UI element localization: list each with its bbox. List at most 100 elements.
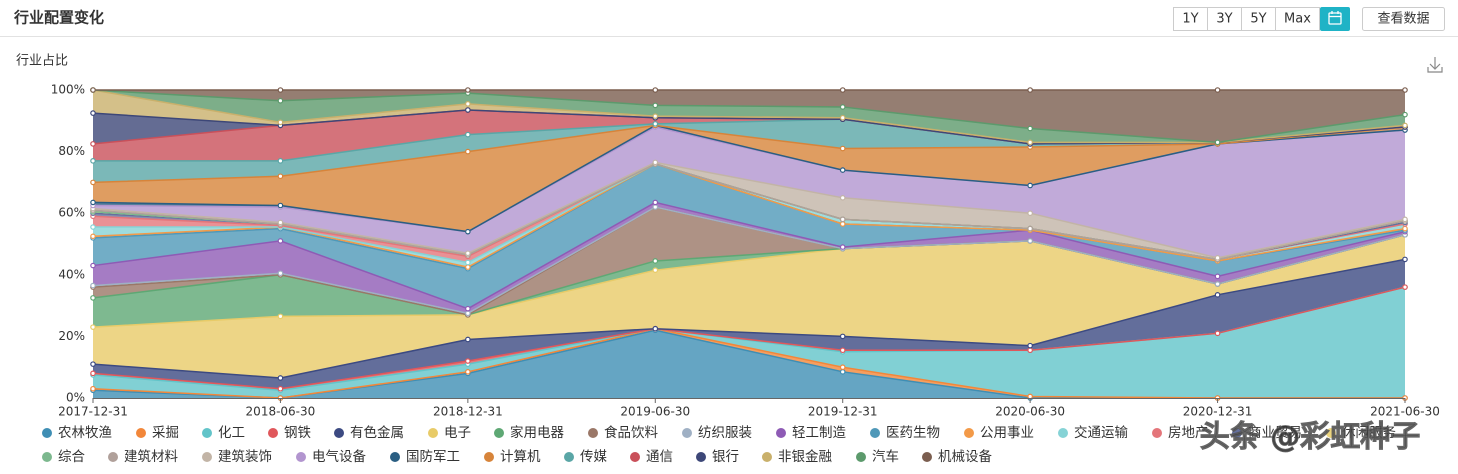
y-tick-label: 0% (66, 391, 85, 405)
legend-swatch (296, 452, 306, 462)
legend-swatch (42, 452, 52, 462)
legend-item[interactable]: 商业贸易 (1232, 425, 1302, 441)
point (839, 216, 846, 223)
legend-label: 传媒 (580, 449, 608, 465)
area (93, 90, 1405, 144)
point (839, 195, 846, 201)
point (90, 224, 96, 230)
point (1402, 111, 1408, 118)
point (1402, 284, 1408, 290)
legend-item[interactable]: 食品饮料 (588, 424, 658, 441)
legend-item[interactable]: 房地产 (1152, 425, 1209, 441)
legend-item[interactable]: 国防军工 (390, 449, 460, 465)
point (839, 333, 846, 340)
legend-item[interactable]: 机械设备 (922, 448, 992, 465)
legend-label: 通信 (646, 449, 673, 465)
point (1402, 256, 1408, 263)
calendar-button[interactable] (1320, 7, 1350, 31)
point (839, 114, 846, 121)
legend-item[interactable]: 电子 (428, 425, 471, 441)
legend-label: 非银金融 (778, 449, 832, 465)
legend-label: 医药生物 (886, 425, 940, 441)
legend-label: 建筑材料 (124, 449, 178, 465)
y-tick-label: 20% (58, 329, 85, 343)
legend-label: 汽车 (872, 448, 899, 465)
legend-label: 休闲服务 (1342, 425, 1396, 441)
point (90, 110, 96, 116)
point (465, 310, 471, 317)
legend-item[interactable]: 综合 (42, 449, 85, 465)
x-tick-label: 2020-12-31 (1183, 405, 1253, 419)
view-data-button[interactable] (1362, 7, 1445, 31)
point (90, 370, 96, 377)
legend-label: 家用电器 (510, 424, 564, 441)
y-tick-label: 40% (58, 267, 85, 281)
legend-item[interactable]: 农林牧渔 (42, 425, 112, 441)
legend-label: 机械设备 (938, 448, 992, 465)
legend-item[interactable]: 化工 (202, 425, 245, 441)
x-tick-label: 2017-12-31 (58, 405, 128, 419)
point (465, 87, 471, 93)
legend-item[interactable]: 休闲服务 (1326, 425, 1396, 441)
point (1027, 182, 1033, 189)
legend-item[interactable]: 钢铁 (268, 425, 311, 441)
download-icon[interactable] (1427, 57, 1443, 73)
legend-item[interactable]: 建筑装饰 (202, 449, 272, 465)
series-line (92, 163, 1406, 268)
legend-item[interactable]: 家用电器 (494, 424, 564, 441)
legend-swatch (564, 452, 574, 462)
x-tick-label: 2018-06-30 (246, 405, 316, 419)
legend-item[interactable]: 银行 (696, 449, 739, 465)
area (93, 207, 1405, 315)
series-line (92, 201, 1406, 310)
legend-item[interactable]: 非银金融 (762, 449, 832, 465)
legend-label: 食品饮料 (604, 424, 658, 441)
legend-item[interactable]: 采掘 (136, 425, 179, 441)
point (465, 336, 471, 343)
point (90, 385, 96, 392)
x-tick-label: 2018-12-31 (433, 405, 503, 419)
legend-swatch (762, 452, 772, 462)
legend-swatch (202, 428, 212, 438)
legend-item[interactable]: 轻工制造 (776, 425, 846, 441)
legend-swatch (870, 428, 880, 438)
legend-label: 国防军工 (406, 449, 460, 465)
point (1027, 238, 1033, 244)
area (93, 125, 1405, 232)
point (90, 158, 96, 164)
range-button[interactable] (1275, 7, 1320, 31)
legend-swatch (428, 428, 438, 438)
legend-item[interactable]: 有色金属 (334, 424, 404, 441)
view-data-label: 查看数据 (1377, 11, 1429, 27)
series-line (92, 124, 1406, 233)
legend-item[interactable]: 建筑材料 (108, 449, 178, 465)
area (93, 163, 1405, 309)
point (1027, 342, 1033, 349)
legend-label: 公用事业 (980, 425, 1034, 441)
legend-label: 商业贸易 (1248, 425, 1302, 441)
legend-swatch (682, 428, 692, 438)
point (652, 325, 659, 332)
legend-swatch (42, 428, 52, 438)
point (90, 87, 96, 93)
legend-swatch (856, 452, 866, 462)
legend-item[interactable]: 交通运输 (1058, 424, 1128, 441)
legend-swatch (202, 452, 212, 462)
point (652, 121, 659, 127)
legend-label: 房地产 (1168, 425, 1209, 441)
legend-item[interactable]: 计算机 (484, 449, 541, 465)
legend-item[interactable]: 医药生物 (870, 425, 940, 441)
legend-item[interactable]: 通信 (630, 449, 673, 465)
legend-label: 计算机 (500, 449, 541, 465)
point (90, 233, 96, 240)
legend-item[interactable]: 公用事业 (964, 425, 1034, 441)
point (465, 264, 471, 270)
legend-item[interactable]: 纺织服装 (682, 425, 752, 441)
point (1402, 87, 1408, 93)
legend-item[interactable]: 电气设备 (296, 448, 366, 465)
x-tick-label: 2020-06-30 (995, 405, 1065, 419)
legend-item[interactable]: 汽车 (856, 448, 899, 465)
legend-item[interactable]: 传媒 (564, 449, 608, 465)
point (465, 358, 471, 364)
